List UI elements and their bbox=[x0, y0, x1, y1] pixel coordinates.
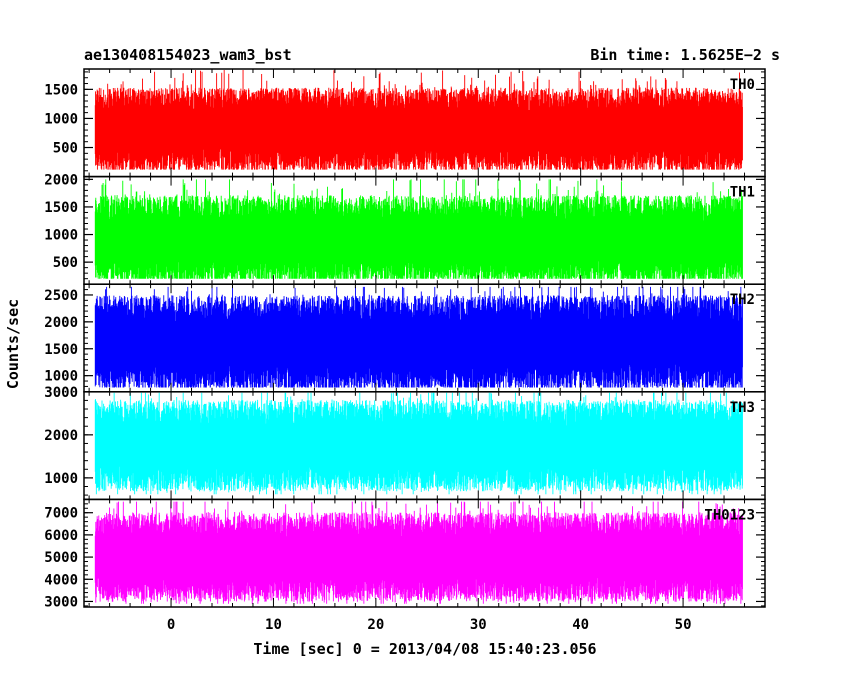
bin-time-label: Bin time: 1.5625E−2 s bbox=[590, 46, 780, 64]
y-tick-label: 2000 bbox=[44, 172, 78, 188]
chart-title: ae130408154023_wam3_bst bbox=[84, 46, 292, 64]
x-tick-label: 0 bbox=[167, 617, 175, 633]
series-trace-th0 bbox=[94, 70, 743, 170]
y-tick-label: 7000 bbox=[44, 506, 78, 522]
y-tick-label: 3000 bbox=[44, 385, 78, 401]
x-tick-label: 50 bbox=[675, 617, 692, 633]
y-tick-label: 1500 bbox=[44, 82, 78, 98]
y-tick-label: 1000 bbox=[44, 228, 78, 244]
channel-label-th3: TH3 bbox=[730, 400, 755, 416]
y-tick-label: 1000 bbox=[44, 111, 78, 127]
x-axis-label: Time [sec] 0 = 2013/04/08 15:40:23.056 bbox=[253, 640, 596, 658]
channel-label-th2: TH2 bbox=[730, 292, 755, 308]
y-tick-label: 500 bbox=[53, 255, 78, 271]
y-tick-label: 2500 bbox=[44, 288, 78, 304]
y-tick-label: 5000 bbox=[44, 550, 78, 566]
y-tick-label: 2000 bbox=[44, 315, 78, 331]
y-tick-label: 3000 bbox=[44, 594, 78, 610]
x-tick-label: 10 bbox=[265, 617, 282, 633]
x-tick-label: 20 bbox=[367, 617, 384, 633]
y-tick-label: 1000 bbox=[44, 471, 78, 487]
y-tick-label: 500 bbox=[53, 141, 78, 157]
series-trace-th3 bbox=[94, 392, 743, 495]
panel-frame-th0123 bbox=[83, 498, 766, 608]
channel-label-th0: TH0 bbox=[730, 77, 755, 93]
y-axis-label: Counts/sec bbox=[4, 299, 22, 389]
series-trace-th0123 bbox=[94, 501, 743, 604]
y-tick-label: 1000 bbox=[44, 369, 78, 385]
y-tick-label: 1500 bbox=[44, 200, 78, 216]
series-trace-th2 bbox=[94, 286, 743, 388]
channel-label-th1: TH1 bbox=[730, 185, 755, 201]
y-tick-label: 6000 bbox=[44, 528, 78, 544]
channel-label-th0123: TH0123 bbox=[704, 507, 755, 523]
x-tick-label: 40 bbox=[572, 617, 589, 633]
series-trace-th1 bbox=[94, 179, 743, 279]
y-tick-label: 2000 bbox=[44, 428, 78, 444]
y-tick-label: 4000 bbox=[44, 572, 78, 588]
x-tick-label: 30 bbox=[470, 617, 487, 633]
y-tick-label: 1500 bbox=[44, 342, 78, 358]
